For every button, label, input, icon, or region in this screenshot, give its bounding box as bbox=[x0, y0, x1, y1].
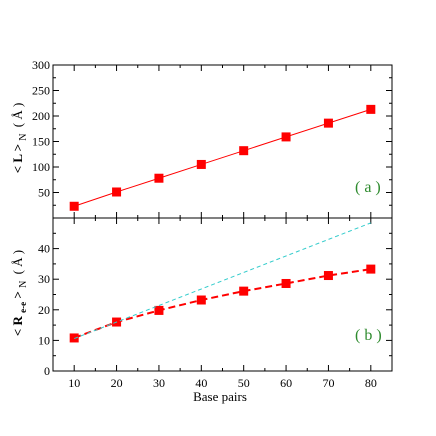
panel-a-ytick-label: 100 bbox=[32, 160, 50, 174]
panel-a-series-0-point bbox=[281, 132, 291, 142]
panel-b-ytick-label: 10 bbox=[38, 333, 50, 347]
panel-a-series-0-point bbox=[239, 146, 249, 156]
panel-b-series-0-point bbox=[323, 271, 333, 281]
panel-a-ytick-label: 150 bbox=[32, 135, 50, 149]
panel-a-y-axis-label: < L > N ( Å ) bbox=[10, 103, 29, 174]
panel-b-frame bbox=[52, 217, 393, 372]
panel-b-ytick-label: 40 bbox=[38, 242, 50, 256]
panel-b-series-0-point bbox=[239, 286, 249, 296]
panel-a-frame bbox=[52, 64, 393, 219]
panel-b: 0 10 20 30 40 10 20 30 40 50 60 70 80 bbox=[38, 217, 393, 390]
panel-b-ytick-label: 30 bbox=[38, 272, 50, 286]
panel-b-ylabel-close: > bbox=[10, 291, 25, 298]
panel-b-ylabel-sub: N bbox=[18, 281, 29, 288]
panel-a-ytick-label: 50 bbox=[38, 186, 50, 200]
panel-a-series-0-point bbox=[366, 104, 376, 114]
panel-b-y-axis-label: < R e-e > N ( Å ) bbox=[10, 250, 29, 336]
panel-b-ytick-label: 0 bbox=[44, 364, 50, 378]
panel-a-series-0-point bbox=[69, 201, 79, 211]
panel-b-ylabel-unit: ( Å ) bbox=[10, 250, 25, 275]
panel-b-ytick-label: 20 bbox=[38, 303, 50, 317]
panel-b-xtick-label: 20 bbox=[111, 376, 123, 390]
panel-b-series-0-point bbox=[69, 333, 79, 343]
panel-a-ylabel-sub: N bbox=[18, 134, 29, 141]
panel-b-ylabel-main: < R bbox=[10, 315, 25, 336]
panel-a-series-0-point bbox=[196, 159, 206, 169]
panel-a-ytick-label: 300 bbox=[32, 58, 50, 72]
panel-a-ytick-label: 250 bbox=[32, 84, 50, 98]
svg-text:< R e-e > N: < R e-e > N ( Å ) bbox=[10, 250, 29, 336]
panel-b-series-0-line bbox=[73, 268, 371, 339]
panel-b-label: ( b ) bbox=[355, 327, 382, 344]
panel-a-ytick-label: 200 bbox=[32, 109, 50, 123]
panel-b-series-0-point bbox=[154, 305, 164, 315]
svg-text:< L > N ( Å ): < L > N ( Å ) bbox=[10, 103, 29, 174]
x-axis-label: Base pairs bbox=[193, 389, 247, 404]
panel-a-series-0-point bbox=[323, 118, 333, 128]
panel-b-xtick-label: 70 bbox=[322, 376, 334, 390]
panel-a: 50 100 150 200 250 300 bbox=[32, 58, 393, 219]
panel-a-ylabel-main: < L > bbox=[10, 144, 25, 173]
panel-a-series-0-point bbox=[112, 187, 122, 197]
panel-b-xtick-label: 60 bbox=[280, 376, 292, 390]
panel-a-label: ( a ) bbox=[355, 179, 381, 196]
panel-b-xtick-label: 80 bbox=[365, 376, 377, 390]
panel-b-series-0-point bbox=[366, 264, 376, 274]
panel-a-series-0-line bbox=[74, 108, 371, 207]
panel-b-ylabel-main-sub: e-e bbox=[18, 302, 28, 313]
panel-b-xtick-label: 30 bbox=[153, 376, 165, 390]
panel-b-xtick-label: 10 bbox=[68, 376, 80, 390]
panel-b-series-0-point bbox=[281, 278, 291, 288]
panel-b-xtick-label: 50 bbox=[238, 376, 250, 390]
panel-b-series-0-point bbox=[196, 295, 206, 305]
panel-a-ylabel-unit: ( Å ) bbox=[10, 103, 25, 128]
panel-b-xtick-label: 40 bbox=[195, 376, 207, 390]
panel-a-series-0-point bbox=[154, 173, 164, 183]
